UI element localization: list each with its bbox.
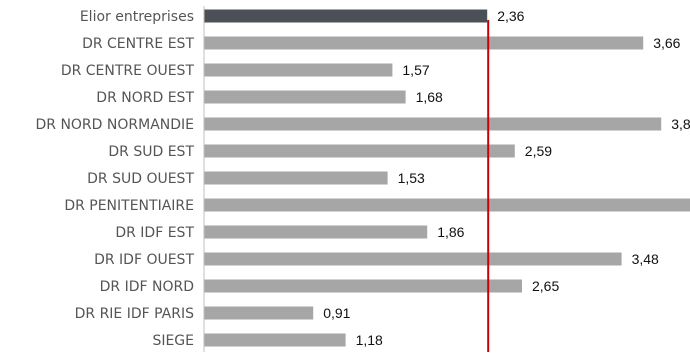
value-label-dr-rie-idf-paris: 0,91 xyxy=(323,305,350,321)
category-label-dr-sud-ouest: DR SUD OUEST xyxy=(87,171,194,187)
value-label-dr-idf-est: 1,86 xyxy=(437,224,464,240)
category-label-dr-idf-est: DR IDF EST xyxy=(115,225,194,241)
bar-siege xyxy=(204,333,346,347)
category-label-dr-nord-normandie: DR NORD NORMANDIE xyxy=(35,117,194,133)
bar-dr-nord-normandie xyxy=(204,117,662,131)
value-label-dr-idf-nord: 2,65 xyxy=(532,278,559,294)
value-label-dr-nord-est: 1,68 xyxy=(416,89,443,105)
bar-dr-nord-est xyxy=(204,90,406,104)
bar-dr-idf-ouest xyxy=(204,252,622,266)
category-label-dr-penitentiaire: DR PENITENTIAIRE xyxy=(64,198,194,214)
category-label-elior-entreprises: Elior entreprises xyxy=(80,9,194,25)
bar-dr-centre-est xyxy=(204,36,644,50)
category-label-dr-idf-nord: DR IDF NORD xyxy=(100,279,194,295)
value-label-dr-centre-ouest: 1,57 xyxy=(402,62,429,78)
value-label-dr-sud-est: 2,59 xyxy=(525,143,552,159)
value-labels: 2,363,661,571,683,812,591,535,291,863,48… xyxy=(323,8,690,348)
category-label-dr-rie-idf-paris: DR RIE IDF PARIS xyxy=(75,306,195,322)
value-label-siege: 1,18 xyxy=(356,332,383,348)
value-label-dr-idf-ouest: 3,48 xyxy=(632,251,659,267)
bar-dr-idf-est xyxy=(204,225,428,239)
bar-dr-sud-ouest xyxy=(204,171,388,185)
category-label-dr-centre-ouest: DR CENTRE OUEST xyxy=(61,63,195,79)
value-label-dr-centre-est: 3,66 xyxy=(653,35,680,51)
bar-dr-penitentiaire xyxy=(204,198,690,212)
category-label-dr-idf-ouest: DR IDF OUEST xyxy=(94,252,194,268)
category-labels: Elior entreprises DR CENTRE EST DR CENTRE … xyxy=(35,9,194,349)
bar-dr-rie-idf-paris xyxy=(204,306,314,320)
value-label-elior-entreprises: 2,36 xyxy=(497,8,524,24)
category-label-siege: SIEGE xyxy=(152,333,194,349)
value-label-dr-nord-normandie: 3,81 xyxy=(671,116,690,132)
category-label-dr-sud-est: DR SUD EST xyxy=(108,144,194,160)
bar-elior-entreprises xyxy=(204,9,488,23)
bar-dr-idf-nord xyxy=(204,279,522,293)
category-label-dr-centre-est: DR CENTRE EST xyxy=(82,36,194,52)
category-label-dr-nord-est: DR NORD EST xyxy=(96,90,194,106)
bar-dr-sud-est xyxy=(204,144,515,158)
bars-group xyxy=(204,9,690,347)
value-label-dr-sud-ouest: 1,53 xyxy=(398,170,425,186)
bar-dr-centre-ouest xyxy=(204,63,393,77)
